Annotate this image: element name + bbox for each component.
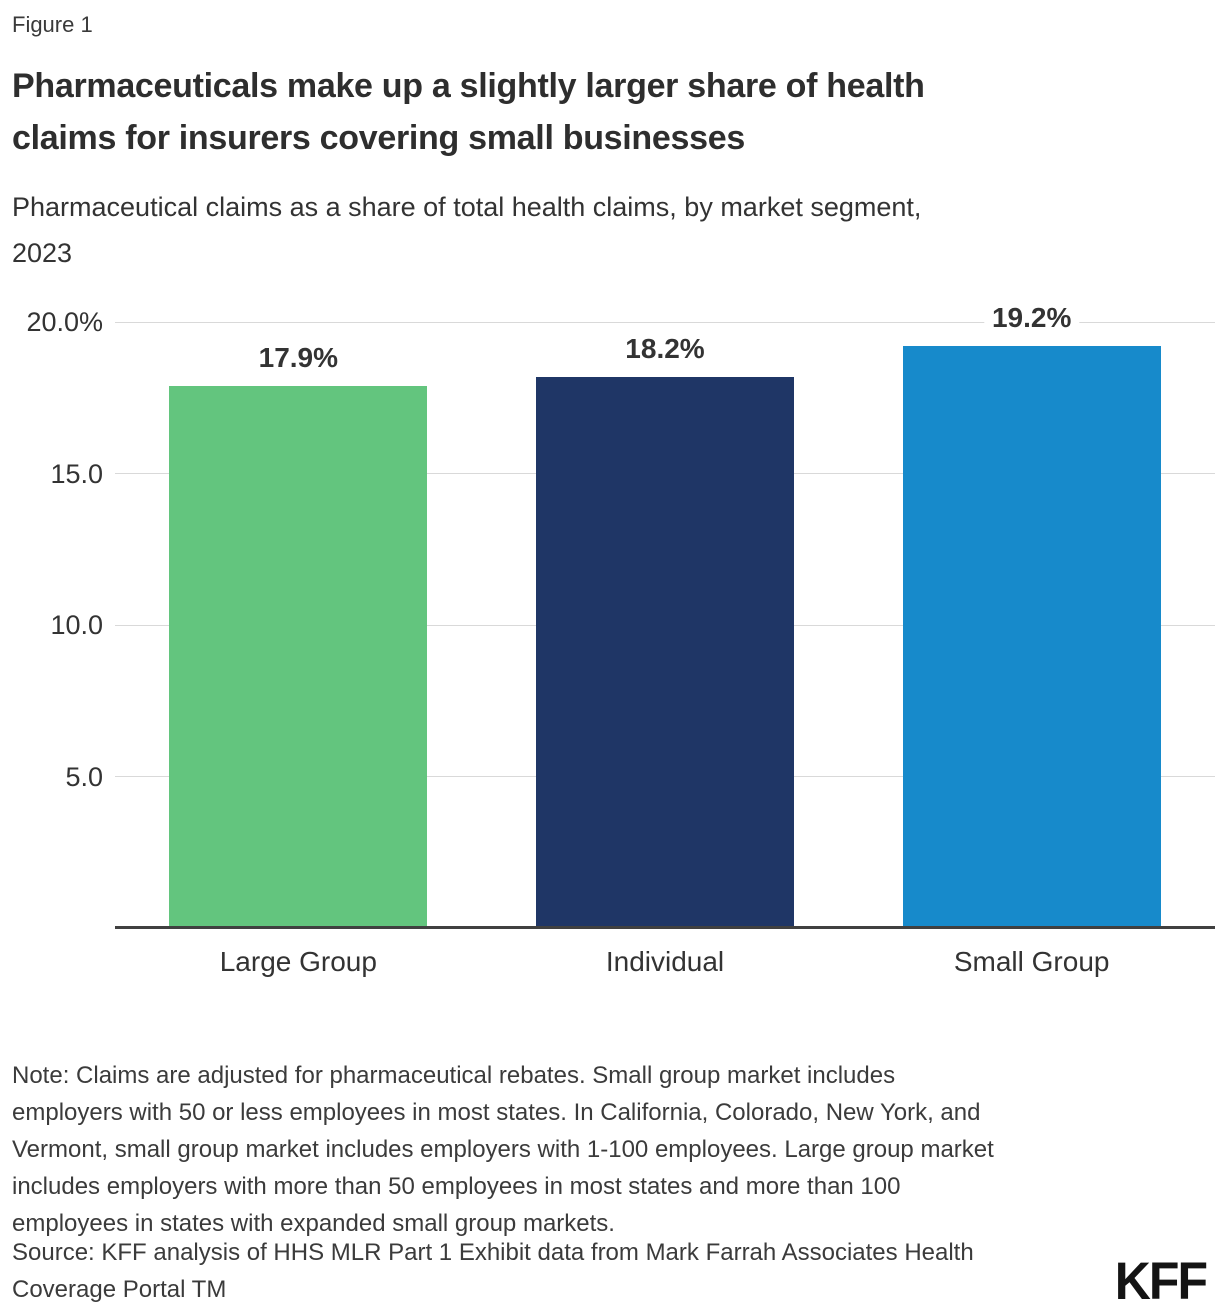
note-line-5: employees in states with expanded small … bbox=[12, 1210, 615, 1237]
chart-subtitle-line-2: 2023 bbox=[12, 238, 73, 268]
note-line-3: Vermont, small group market includes emp… bbox=[12, 1136, 994, 1163]
y-axis-tick-label: 20.0% bbox=[26, 307, 103, 337]
note-line-1: Note: Claims are adjusted for pharmaceut… bbox=[12, 1062, 896, 1089]
bar-chart-plot-area: 17.9% 18.2% 19.2% bbox=[115, 301, 1215, 928]
bar-large-group bbox=[169, 385, 428, 928]
chart-title-line-1: Pharmaceuticals make up a slightly large… bbox=[12, 67, 925, 105]
bar-group-small-group: 19.2% bbox=[848, 301, 1215, 928]
bar-value-label-individual: 18.2% bbox=[617, 331, 713, 365]
y-axis-tick-label: 10.0 bbox=[50, 610, 103, 640]
bar-group-individual: 18.2% bbox=[482, 322, 849, 928]
figure-label: Figure 1 bbox=[12, 12, 93, 37]
y-axis-tick-label: 5.0 bbox=[65, 761, 103, 792]
bar-group-large-group: 17.9% bbox=[115, 322, 482, 928]
chart-title: Pharmaceuticals make up a slightly large… bbox=[12, 60, 1208, 164]
chart-note: Note: Claims are adjusted for pharmaceut… bbox=[12, 1057, 1132, 1242]
bar-small-group bbox=[902, 346, 1161, 928]
chart-subtitle-line-1: Pharmaceutical claims as a share of tota… bbox=[12, 192, 922, 222]
source-line-1: Source: KFF analysis of HHS MLR Part 1 E… bbox=[12, 1239, 974, 1266]
chart-source: Source: KFF analysis of HHS MLR Part 1 E… bbox=[12, 1234, 1072, 1308]
source-line-2: Coverage Portal TM bbox=[12, 1276, 227, 1303]
x-axis-label-individual: Individual bbox=[605, 946, 725, 977]
chart-title-line-2: claims for insurers covering small busin… bbox=[12, 119, 745, 157]
bar-value-label-small-group: 19.2% bbox=[983, 301, 1080, 335]
x-axis-label-large-group: Large Group bbox=[219, 946, 377, 977]
bar-value-label-large-group: 17.9% bbox=[250, 340, 347, 374]
x-axis-line bbox=[115, 926, 1215, 929]
y-gridline bbox=[115, 321, 1215, 323]
x-axis-label-small-group: Small Group bbox=[953, 946, 1110, 977]
note-line-2: employers with 50 or less employees in m… bbox=[12, 1099, 981, 1126]
x-axis-category-labels: Large Group Individual Small Group bbox=[115, 942, 1215, 982]
note-line-4: includes employers with more than 50 emp… bbox=[12, 1173, 901, 1200]
bar-individual bbox=[536, 376, 794, 928]
chart-subtitle: Pharmaceutical claims as a share of tota… bbox=[12, 184, 1208, 276]
kff-logo: KFF bbox=[1114, 1251, 1208, 1311]
y-axis-tick-label: 15.0 bbox=[50, 458, 103, 489]
